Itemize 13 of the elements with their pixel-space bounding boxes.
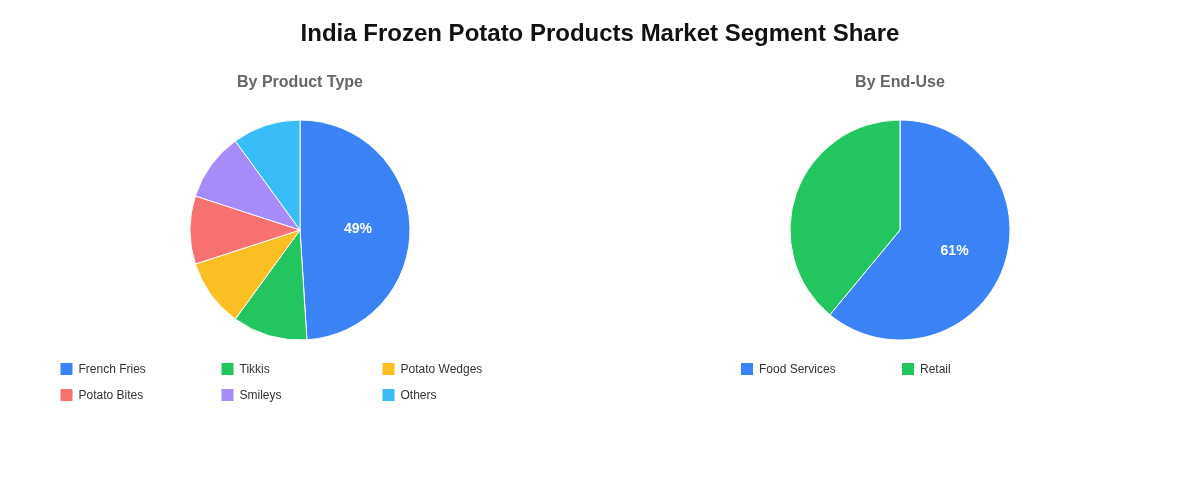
- legend-label: Others: [400, 388, 437, 402]
- legend-label: Retail: [920, 362, 951, 376]
- legend-label: Potato Bites: [78, 388, 144, 402]
- chart-subtitle: By Product Type: [237, 72, 364, 90]
- text: India Frozen Potato Products Market Segment Share: [300, 19, 900, 47]
- legend-label: French Fries: [78, 362, 146, 376]
- legend-label: Food Services: [759, 362, 836, 376]
- chart-subtitle: By End-Use: [855, 72, 945, 90]
- data-label: 61%: [940, 241, 970, 258]
- legend-label: Smileys: [239, 388, 282, 402]
- data-label: 49%: [343, 220, 373, 237]
- legend-label: Tikkis: [239, 362, 270, 376]
- legend-label: Potato Wedges: [400, 362, 483, 376]
